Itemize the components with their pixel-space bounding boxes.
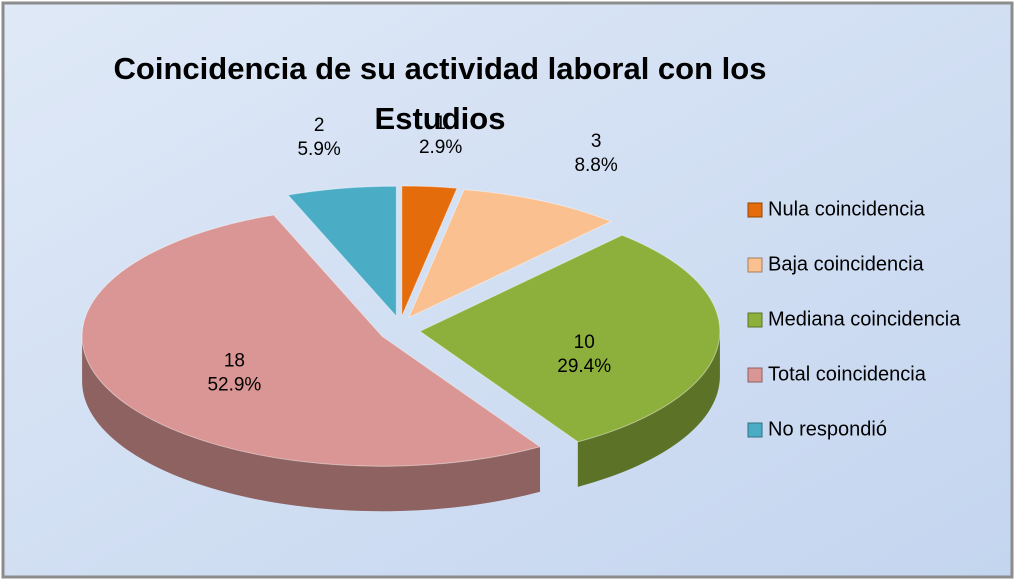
data-label-percent: 5.9% [297, 139, 340, 160]
data-label: 3 [591, 131, 602, 152]
legend-label: Nula coincidencia [768, 198, 926, 220]
slice [286, 185, 397, 318]
slice [407, 189, 613, 319]
data-label-percent: 8.8% [574, 155, 617, 176]
chart-title: Coincidencia de su actividad laboral con… [113, 51, 767, 136]
data-label: 2 [314, 115, 325, 136]
legend-swatch [747, 367, 763, 383]
legend-swatch [747, 422, 763, 438]
data-label: 18 [224, 351, 245, 372]
legend-label: Mediana coincidencia [768, 308, 961, 330]
data-label-percent: 2.9% [419, 137, 462, 158]
slice-side [82, 336, 541, 512]
data-label: 1 [435, 113, 446, 134]
legend-label: No respondió [768, 418, 887, 440]
slice [418, 234, 721, 443]
data-label-percent: 29.4% [557, 356, 611, 377]
slice-side [577, 331, 720, 487]
legend-label: Baja coincidencia [768, 253, 925, 275]
slice [401, 185, 458, 317]
slice [81, 214, 542, 467]
legend-swatch [747, 202, 763, 218]
data-label: 10 [574, 332, 595, 353]
data-label-percent: 52.9% [207, 375, 261, 396]
legend-swatch [747, 257, 763, 273]
legend-label: Total coincidencia [768, 363, 927, 385]
legend-swatch [747, 312, 763, 328]
